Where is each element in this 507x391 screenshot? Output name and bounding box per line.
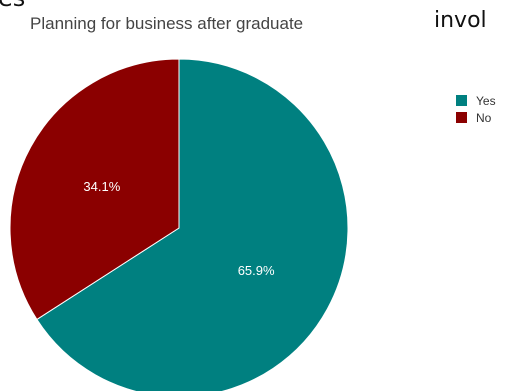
cropped-heading-fragment-left: es [0, 0, 25, 12]
legend-swatch-yes [456, 95, 467, 106]
pie-slice-no [9, 58, 180, 321]
legend-label-yes: Yes [476, 93, 496, 108]
legend-label-no: No [476, 110, 492, 125]
slice-label-yes: 65.9% [238, 263, 275, 278]
chart-title: Planning for business after graduate [30, 14, 304, 33]
legend-swatch-no [456, 112, 467, 123]
legend-item-no: No [456, 109, 496, 126]
pie-slice-yes [36, 58, 349, 391]
chart-legend: Yes No [456, 92, 496, 126]
slice-label-no: 34.1% [83, 179, 120, 194]
legend-item-yes: Yes [456, 92, 496, 109]
cropped-heading-fragment-right: invol [434, 8, 487, 33]
